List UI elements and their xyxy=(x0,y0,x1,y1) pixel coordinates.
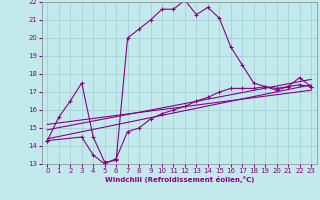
X-axis label: Windchill (Refroidissement éolien,°C): Windchill (Refroidissement éolien,°C) xyxy=(105,176,254,183)
